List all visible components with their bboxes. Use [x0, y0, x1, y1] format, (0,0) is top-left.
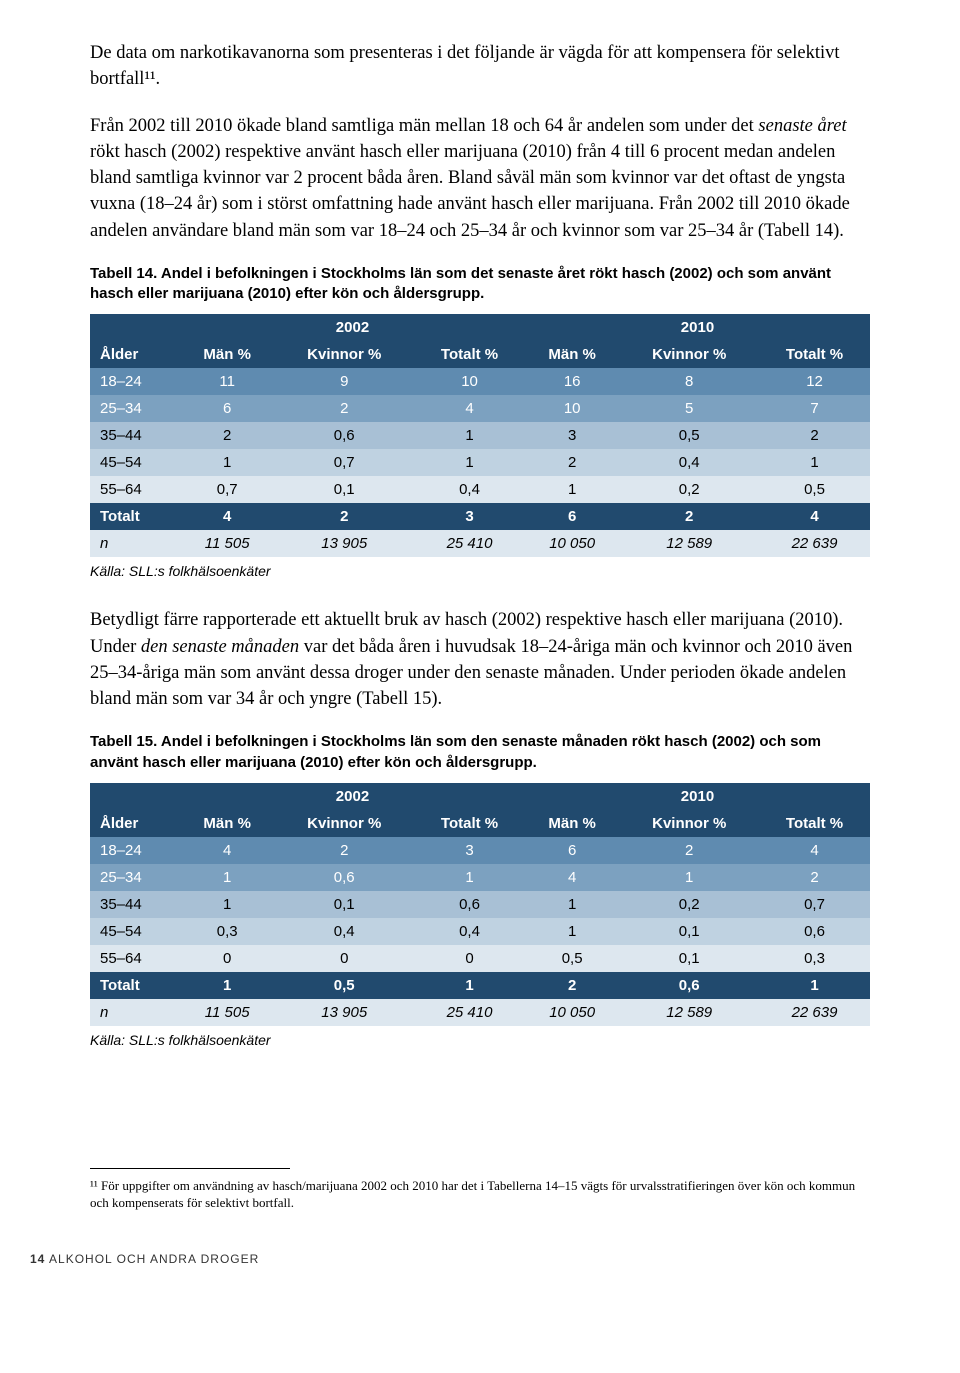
table-row: 35–4410,10,610,20,7 — [90, 891, 870, 918]
table15-source: Källa: SLL:s folkhälsoenkäter — [90, 1032, 870, 1048]
hdr-women1: Kvinnor % — [274, 810, 414, 837]
para2-after: rökt hasch (2002) respektive använt hasc… — [90, 142, 850, 241]
t14-year2: 2010 — [525, 314, 870, 341]
table14-source: Källa: SLL:s folkhälsoenkäter — [90, 563, 870, 579]
table-row: 55–640,70,10,410,20,5 — [90, 476, 870, 503]
table-14: 2002 2010 Ålder Män % Kvinnor % Totalt %… — [90, 314, 870, 557]
hdr-total1: Totalt % — [414, 810, 525, 837]
hdr-total1: Totalt % — [414, 341, 525, 368]
table-row-n: n11 50513 90525 41010 05012 58922 639 — [90, 999, 870, 1026]
para3-italic: den senaste månaden — [141, 637, 299, 657]
page-footer: 14 ALKOHOL OCH ANDRA DROGER — [30, 1252, 870, 1266]
t15-year2: 2010 — [525, 783, 870, 810]
hdr-men2: Män % — [525, 810, 619, 837]
table15-caption: Tabell 15. Andel i befolkningen i Stockh… — [90, 732, 870, 773]
hdr-age: Ålder — [90, 810, 180, 837]
table-row: 55–640000,50,10,3 — [90, 945, 870, 972]
table-row: 18–241191016812 — [90, 368, 870, 395]
table-row-total: Totalt10,5120,61 — [90, 972, 870, 999]
hdr-men1: Män % — [180, 341, 274, 368]
table-15: 2002 2010 Ålder Män % Kvinnor % Totalt %… — [90, 783, 870, 1026]
table-row: 45–5410,7120,41 — [90, 449, 870, 476]
table-row: 18–24423624 — [90, 837, 870, 864]
hdr-women2: Kvinnor % — [619, 341, 759, 368]
footnote-11: ¹¹ För uppgifter om användning av hasch/… — [90, 1177, 870, 1212]
hdr-women1: Kvinnor % — [274, 341, 414, 368]
t14-year1: 2002 — [180, 314, 525, 341]
table14-caption: Tabell 14. Andel i befolkningen i Stockh… — [90, 264, 870, 305]
table-row: 25–3410,61412 — [90, 864, 870, 891]
t15-year1: 2002 — [180, 783, 525, 810]
hdr-total2: Totalt % — [759, 341, 870, 368]
para2-before: Från 2002 till 2010 ökade bland samtliga… — [90, 116, 758, 136]
page-number: 14 — [30, 1252, 45, 1266]
hdr-men2: Män % — [525, 341, 619, 368]
table-row: 45–540,30,40,410,10,6 — [90, 918, 870, 945]
footer-title: ALKOHOL OCH ANDRA DROGER — [45, 1252, 259, 1266]
table-row: 25–346241057 — [90, 395, 870, 422]
table-row: 35–4420,6130,52 — [90, 422, 870, 449]
paragraph-3: Betydligt färre rapporterade ett aktuell… — [90, 607, 870, 712]
hdr-men1: Män % — [180, 810, 274, 837]
hdr-age: Ålder — [90, 341, 180, 368]
hdr-total2: Totalt % — [759, 810, 870, 837]
table-row-n: n11 50513 90525 41010 05012 58922 639 — [90, 530, 870, 557]
hdr-women2: Kvinnor % — [619, 810, 759, 837]
para2-italic: senaste året — [758, 116, 846, 136]
footnote-rule — [90, 1168, 290, 1169]
paragraph-intro: De data om narkotikavanorna som presente… — [90, 40, 870, 93]
table-row-total: Totalt423624 — [90, 503, 870, 530]
paragraph-2: Från 2002 till 2010 ökade bland samtliga… — [90, 113, 870, 244]
